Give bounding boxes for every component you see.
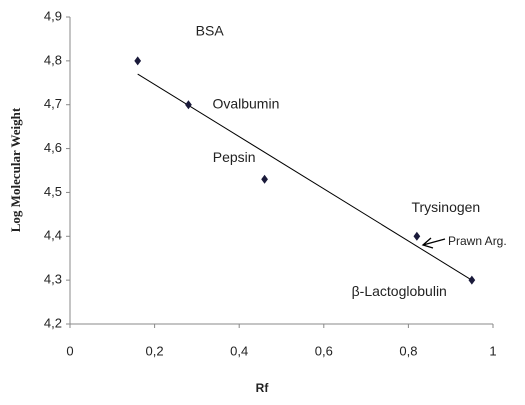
y-tick-label: 4,7: [44, 96, 62, 111]
point-label: Pepsin: [213, 149, 256, 165]
point-label: Ovalbumin: [212, 95, 279, 111]
x-axis-title: Rf: [256, 381, 270, 395]
x-tick-label: 0,2: [146, 343, 164, 358]
x-tick-label: 0,8: [399, 343, 417, 358]
x-tick-label: 1: [489, 343, 496, 358]
y-axis-title: Log Molecular Weight: [8, 107, 23, 232]
point: [468, 275, 476, 285]
point-label: Trysinogen: [411, 199, 480, 215]
x-tick-label: 0,4: [230, 343, 248, 358]
x-tick-label: 0: [66, 343, 73, 358]
point: [413, 231, 421, 241]
point: [261, 174, 268, 184]
y-tick-label: 4,6: [44, 140, 62, 155]
point-label: BSA: [196, 23, 225, 39]
y-tick-label: 4,5: [44, 184, 62, 199]
y-tick-label: 4,2: [44, 315, 62, 330]
y-tick-label: 4,4: [44, 228, 62, 243]
annotation: Prawn Arg.: [448, 234, 507, 248]
y-tick-label: 4,9: [44, 8, 62, 23]
trendline: [137, 73, 473, 281]
x-tick-label: 0,6: [315, 343, 333, 358]
y-tick-label: 4,3: [44, 272, 62, 287]
point: [134, 56, 142, 66]
annotation-arrow: [421, 237, 446, 249]
y-tick-label: 4,8: [44, 52, 62, 67]
point-label: β-Lactoglobulin: [352, 283, 447, 299]
point: [185, 100, 192, 110]
